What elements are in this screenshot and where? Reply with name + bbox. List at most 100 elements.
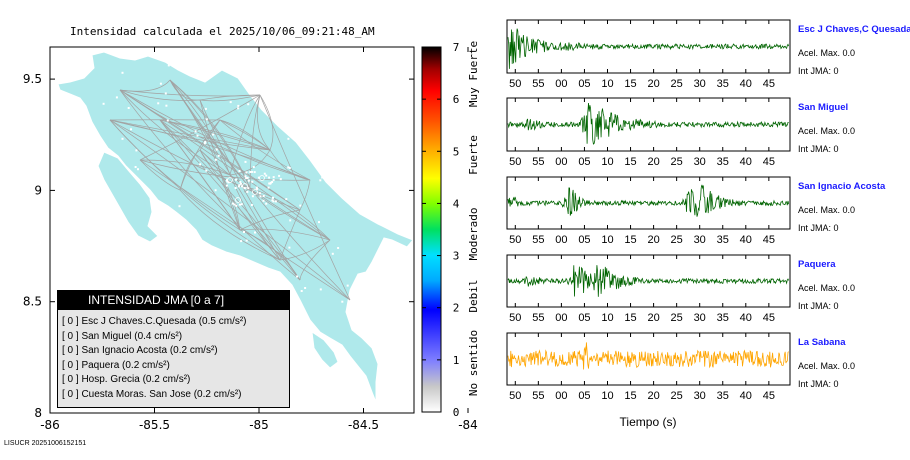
seismogram-trace [507, 102, 789, 145]
osa-peninsula [311, 330, 339, 369]
road [169, 79, 251, 189]
town-dot [121, 71, 124, 74]
town-dot [319, 288, 322, 291]
y-tick-label: 9.5 [23, 72, 42, 86]
town-dot [272, 179, 275, 182]
town-dot [204, 140, 207, 143]
seismogram-tick-label: 25 [671, 390, 683, 402]
town-dot [265, 202, 268, 205]
footer-id: LISUCR 20251006152151 [4, 440, 87, 447]
road-network [109, 79, 351, 301]
town-dot [278, 174, 281, 177]
town-dot [243, 231, 245, 233]
town-dot [239, 203, 241, 206]
colorbar-class-label: No sentido [467, 330, 480, 396]
seismogram-tick-label: 30 [694, 156, 706, 168]
station-name: Paquera [798, 259, 836, 270]
seismogram-tick-label: 35 [717, 234, 729, 246]
town-dot [240, 240, 243, 243]
seismogram-tick-label: 15 [624, 234, 636, 246]
town-dot [271, 181, 274, 183]
seismogram-0: 50 55 00 05 10 15 20 25 30 35 40 45 [506, 19, 791, 90]
seismogram-trace [507, 342, 789, 370]
seismogram-tick-label: 15 [624, 390, 636, 402]
colorbar-tick-label: 6 [453, 93, 460, 106]
map-frame [49, 46, 415, 414]
road [229, 94, 261, 176]
town-dot [214, 158, 217, 161]
town-dot [288, 167, 291, 169]
station-name: San Ignacio Acosta [798, 181, 886, 192]
seismogram-tick-label: 55 [532, 78, 544, 90]
colorbar [421, 46, 442, 413]
nicoya-peninsula [97, 151, 159, 243]
road [119, 89, 311, 181]
town-dot [196, 134, 199, 137]
town-dot [285, 198, 288, 201]
town-dot [226, 179, 228, 182]
colorbar-class-label: Moderado [467, 208, 480, 261]
town-dot [296, 275, 299, 278]
town-dot [262, 195, 265, 197]
y-tick-label: 8 [34, 406, 42, 420]
town-dot [237, 104, 240, 107]
town-dot [268, 182, 271, 185]
seismogram-tick-label: 40 [740, 78, 752, 90]
town-dot [251, 170, 254, 173]
colorbar-tick-label: 4 [453, 197, 460, 210]
town-dot [235, 178, 237, 181]
town-dot [214, 189, 217, 192]
seismogram-tick-label: 10 [601, 156, 613, 168]
road [229, 174, 281, 261]
town-dot [262, 91, 265, 94]
colorbar-tick-label: 1 [453, 354, 460, 367]
town-dot [265, 174, 268, 177]
station-marker [252, 189, 258, 195]
colorbar-class-label: Muy Fuerte [467, 41, 480, 107]
town-dot [300, 290, 303, 292]
road [249, 187, 331, 241]
seismogram-tick-label: 30 [694, 78, 706, 90]
legend-item: [ 0 ] Cuesta Moras. San Jose (0.2 cm/s²) [62, 388, 242, 400]
station-int: Int JMA: 0 [798, 301, 839, 311]
town-dot [130, 128, 132, 131]
town-dot [121, 137, 124, 140]
town-dot [164, 92, 167, 95]
town-dots [97, 64, 355, 303]
seismogram-tick-label: 35 [717, 156, 729, 168]
town-dot [328, 180, 331, 183]
road [199, 149, 331, 241]
town-dot [262, 199, 265, 202]
town-dot [135, 149, 138, 152]
x-tick-label: -84 [458, 418, 478, 432]
town-dot [269, 85, 272, 88]
road [239, 229, 301, 281]
town-dot [258, 192, 261, 195]
town-dot [238, 170, 241, 172]
seismogram-tick-label: 40 [740, 312, 752, 324]
station-acel: Acel. Max. 0.0 [798, 361, 856, 371]
road [179, 119, 221, 191]
seismogram-tick-label: 20 [647, 78, 659, 90]
road [269, 149, 311, 181]
legend-items: [ 0 ] Esc J Chaves.C.Quesada (0.5 cm/s²)… [58, 310, 289, 402]
town-dot [272, 176, 275, 179]
town-dot [235, 204, 238, 207]
town-dot [167, 64, 170, 67]
town-dot [299, 204, 302, 207]
town-dot [259, 195, 262, 198]
seismogram-tick-label: 15 [624, 78, 636, 90]
seismogram-tick-label: 55 [532, 312, 544, 324]
town-dot [102, 102, 105, 105]
town-dot [251, 180, 254, 183]
town-dot [137, 168, 139, 171]
seismogram-tick-label: 20 [647, 312, 659, 324]
seismogram-tick-label: 00 [555, 312, 567, 324]
town-dot [255, 85, 258, 88]
seismogram-frame [506, 19, 791, 74]
station-marker [235, 197, 241, 203]
town-dot [233, 203, 236, 206]
seismogram-tick-label: 20 [647, 390, 659, 402]
town-dot [272, 196, 274, 199]
seismogram-tick-label: 05 [578, 312, 590, 324]
